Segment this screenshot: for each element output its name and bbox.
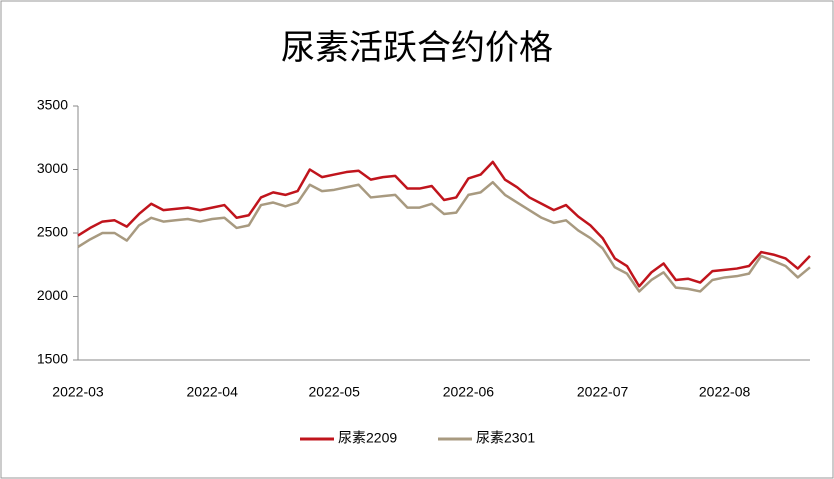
legend-label: 尿素2301 <box>476 430 535 446</box>
x-tick-label: 2022-04 <box>187 384 239 400</box>
x-tick-label: 2022-03 <box>52 384 104 400</box>
x-tick-label: 2022-06 <box>443 384 495 400</box>
chart-title: 尿素活跃合约价格 <box>281 29 553 67</box>
x-tick-label: 2022-05 <box>309 384 361 400</box>
y-tick-label: 2000 <box>37 287 68 303</box>
y-tick-label: 2500 <box>37 224 68 240</box>
y-tick-label: 1500 <box>37 351 68 367</box>
x-tick-label: 2022-08 <box>699 384 751 400</box>
y-tick-label: 3000 <box>37 160 68 176</box>
y-tick-label: 3500 <box>37 97 68 113</box>
x-tick-label: 2022-07 <box>577 384 629 400</box>
series-line <box>77 180 811 293</box>
series-line <box>77 160 811 288</box>
legend-label: 尿素2209 <box>338 430 397 446</box>
